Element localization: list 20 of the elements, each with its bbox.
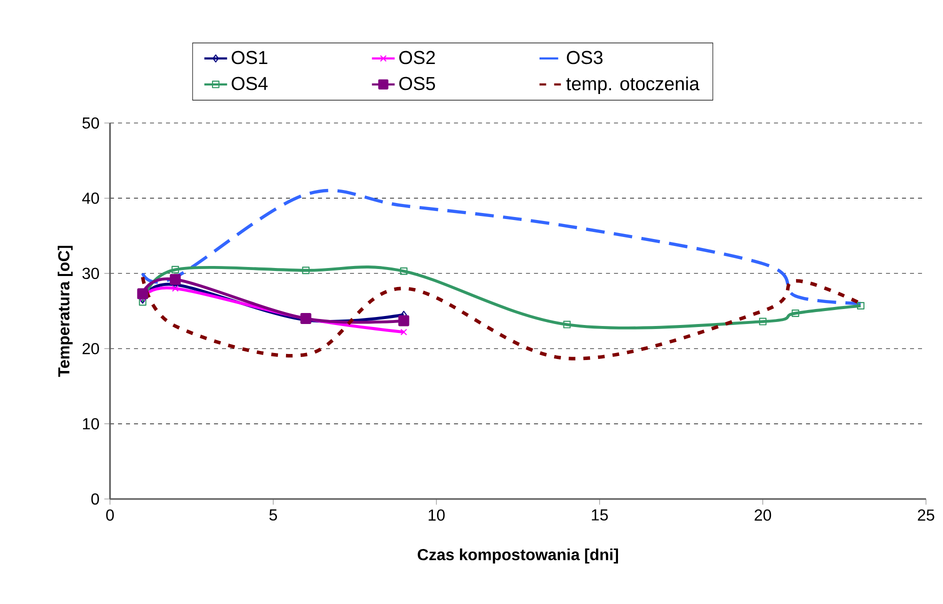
- x-tick-label: 10: [428, 509, 445, 521]
- y-tick-label: 10: [83, 418, 99, 430]
- y-tick-label: 0: [91, 493, 99, 505]
- x-tick-label: 5: [269, 509, 277, 521]
- x-axis-title: Czas kompostowania [dni]: [418, 548, 618, 564]
- y-axis-title: Temperatura [oC]: [58, 246, 73, 377]
- y-tick-label: 50: [82, 117, 99, 129]
- y-tick-label: 40: [82, 192, 99, 204]
- legend-label: OS5: [399, 76, 435, 90]
- y-tick-label: 20: [82, 342, 99, 354]
- legend-label: OS3: [566, 50, 603, 64]
- x-tick-label: 15: [592, 509, 608, 521]
- x-tick-label: 20: [754, 509, 772, 521]
- x-tick-label: 25: [918, 509, 934, 521]
- legend-label: OS4: [232, 76, 268, 90]
- legend-label: OS1: [232, 50, 268, 64]
- legend-label: temp. otoczenia: [566, 76, 700, 94]
- x-tick-label: 0: [106, 509, 114, 521]
- y-tick-label: 30: [82, 268, 99, 280]
- legend-label: OS2: [399, 50, 435, 64]
